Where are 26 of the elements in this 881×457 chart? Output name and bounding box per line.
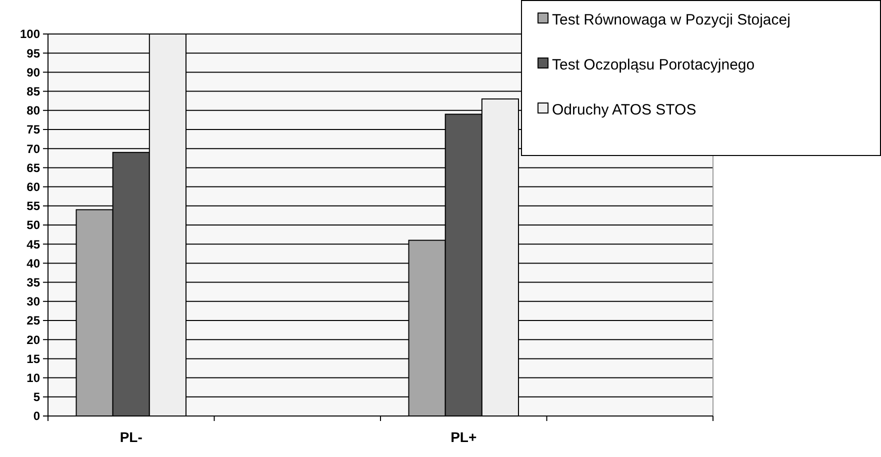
y-tick-label: 25: [26, 314, 40, 328]
legend-label: Test Równowaga w Pozycji Stojacej: [552, 11, 790, 28]
y-tick-label: 85: [26, 84, 40, 98]
y-tick-label: 70: [26, 142, 40, 156]
y-tick-label: 65: [26, 160, 40, 175]
x-tick-label: PL+: [450, 429, 477, 445]
x-tick-label: PL-: [120, 429, 143, 445]
y-tick-label: 30: [26, 294, 40, 309]
y-tick-label: 100: [20, 27, 40, 42]
y-tick-label: 60: [26, 180, 40, 194]
legend-label: Test Oczopląsu Porotacyjnego: [552, 56, 755, 74]
y-tick-label: 75: [26, 122, 40, 137]
y-tick-label: 45: [26, 237, 40, 252]
y-tick-label: 15: [26, 352, 40, 366]
y-tick-label: 80: [26, 104, 40, 118]
y-tick-label: 35: [26, 276, 40, 290]
y-tick-label: 50: [26, 218, 40, 232]
y-tick-label: 55: [26, 199, 40, 214]
y-tick-label: 0: [33, 409, 40, 424]
y-tick-label: 90: [26, 65, 40, 80]
y-tick-label: 95: [26, 46, 40, 60]
y-tick-label: 40: [26, 256, 40, 270]
y-tick-label: 10: [26, 371, 40, 385]
legend-label: Odruchy ATOS STOS: [552, 101, 696, 118]
y-tick-label: 20: [26, 332, 40, 347]
y-tick-label: 5: [33, 390, 40, 404]
